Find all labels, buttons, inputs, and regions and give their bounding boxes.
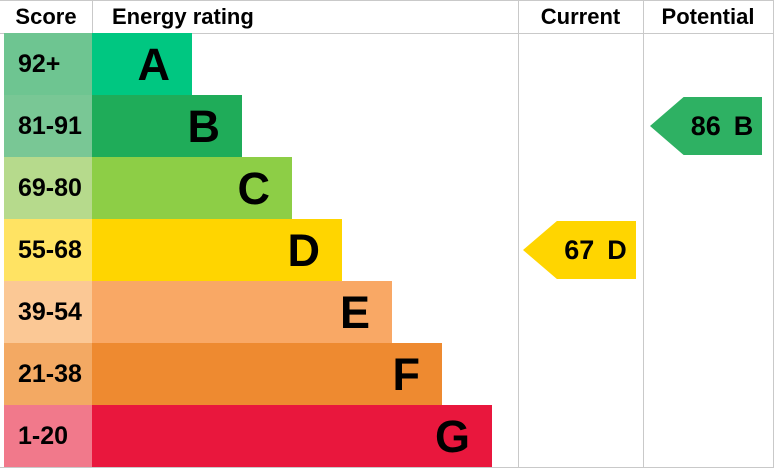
band-bar: D [92, 219, 342, 281]
band-rows: 92+ A 81-91 B 69-80 C 55-68 D 39-54 E 21… [0, 33, 780, 467]
right-border [773, 0, 774, 467]
header-rating: Energy rating [112, 3, 254, 29]
band-row: 55-68 D [0, 219, 518, 281]
band-score-range: 81-91 [4, 95, 92, 157]
band-bar: E [92, 281, 392, 343]
band-letter: B [187, 100, 221, 152]
band-row: 92+ A [0, 33, 518, 95]
band-row: 1-20 G [0, 405, 518, 467]
band-score-range: 1-20 [4, 405, 92, 467]
band-bar: B [92, 95, 242, 157]
band-bar: C [92, 157, 292, 219]
band-letter: C [237, 162, 271, 214]
potential-letter: B [733, 110, 754, 141]
header-score: Score [15, 3, 77, 29]
current-column-divider [518, 0, 519, 467]
band-row: 39-54 E [0, 281, 518, 343]
top-border [0, 0, 774, 1]
potential-score: 86 [690, 110, 721, 141]
band-bar: A [92, 33, 192, 95]
bottom-border [0, 467, 774, 468]
band-bar: G [92, 405, 492, 467]
header-current: Current [540, 3, 621, 29]
band-row: 81-91 B [0, 95, 518, 157]
band-row: 21-38 F [0, 343, 518, 405]
band-score-range: 39-54 [4, 281, 92, 343]
potential-column-divider [643, 0, 644, 467]
band-letter: F [392, 348, 421, 400]
band-score-range: 69-80 [4, 157, 92, 219]
band-bar: F [92, 343, 442, 405]
score-column-divider [92, 0, 93, 33]
band-score-range: 92+ [4, 33, 92, 95]
band-letter: A [137, 38, 171, 90]
current-score: 67 [564, 234, 595, 265]
band-letter: E [339, 286, 370, 338]
band-score-range: 55-68 [4, 219, 92, 281]
band-letter: D [287, 224, 321, 276]
header-potential: Potential [661, 3, 755, 29]
band-score-range: 21-38 [4, 343, 92, 405]
band-letter: G [434, 410, 470, 462]
header-bottom-border [0, 33, 774, 34]
current-letter: D [607, 234, 627, 265]
band-row: 69-80 C [0, 157, 518, 219]
